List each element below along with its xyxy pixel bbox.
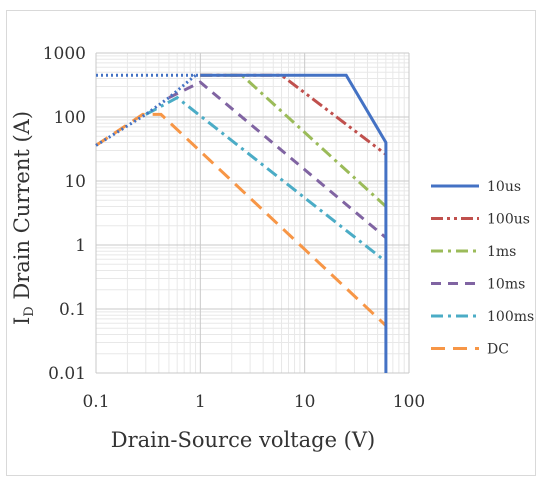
y-tick-label: 10 — [64, 172, 86, 192]
grid-major — [95, 52, 410, 374]
legend-item-10us: 10us — [431, 179, 521, 195]
y-tick-label: 1 — [75, 236, 86, 256]
x-tick-label: 10 — [294, 392, 316, 412]
legend-label: 1ms — [487, 244, 516, 260]
x-tick-label: 1 — [195, 392, 206, 412]
x-axis-label: Drain-Source voltage (V) — [111, 428, 375, 452]
legend-item-DC: DC — [431, 342, 509, 358]
legend-item-100ms: 100ms — [431, 309, 534, 325]
legend-item-1ms: 1ms — [431, 244, 516, 260]
series-line-100us — [200, 73, 387, 156]
series-layer — [95, 73, 388, 373]
legend-label: 10ms — [487, 277, 525, 293]
series-line-10us — [200, 73, 388, 373]
series-line-10ms — [168, 80, 387, 239]
series-line-100ms — [145, 95, 387, 263]
series-line-DC — [95, 112, 387, 327]
y-tick-label: 1000 — [43, 44, 86, 64]
legend-label: 10us — [487, 179, 521, 195]
chart-frame — [6, 10, 536, 476]
legend-item-100us: 100us — [431, 212, 530, 228]
y-tick-label: 0.1 — [59, 300, 86, 320]
y-tick-labels: 0.01 0.1 1 10 100 1000 — [43, 44, 86, 384]
legend-label: 100ms — [487, 309, 534, 325]
x-tick-label: 0.1 — [82, 392, 109, 412]
legend-item-10ms: 10ms — [431, 277, 525, 293]
legend-label: DC — [487, 342, 509, 358]
legend-label: 100us — [487, 212, 530, 228]
y-axis-label: ID Drain Current (A) — [10, 111, 37, 325]
y-tick-label: 100 — [54, 108, 86, 128]
x-tick-labels: 0.1 1 10 100 — [82, 392, 425, 412]
legend: 10us 100us 1ms 10ms 100ms DC — [431, 179, 534, 358]
grid-minor — [96, 53, 409, 373]
x-tick-label: 100 — [393, 392, 425, 412]
y-tick-label: 0.01 — [48, 364, 86, 384]
